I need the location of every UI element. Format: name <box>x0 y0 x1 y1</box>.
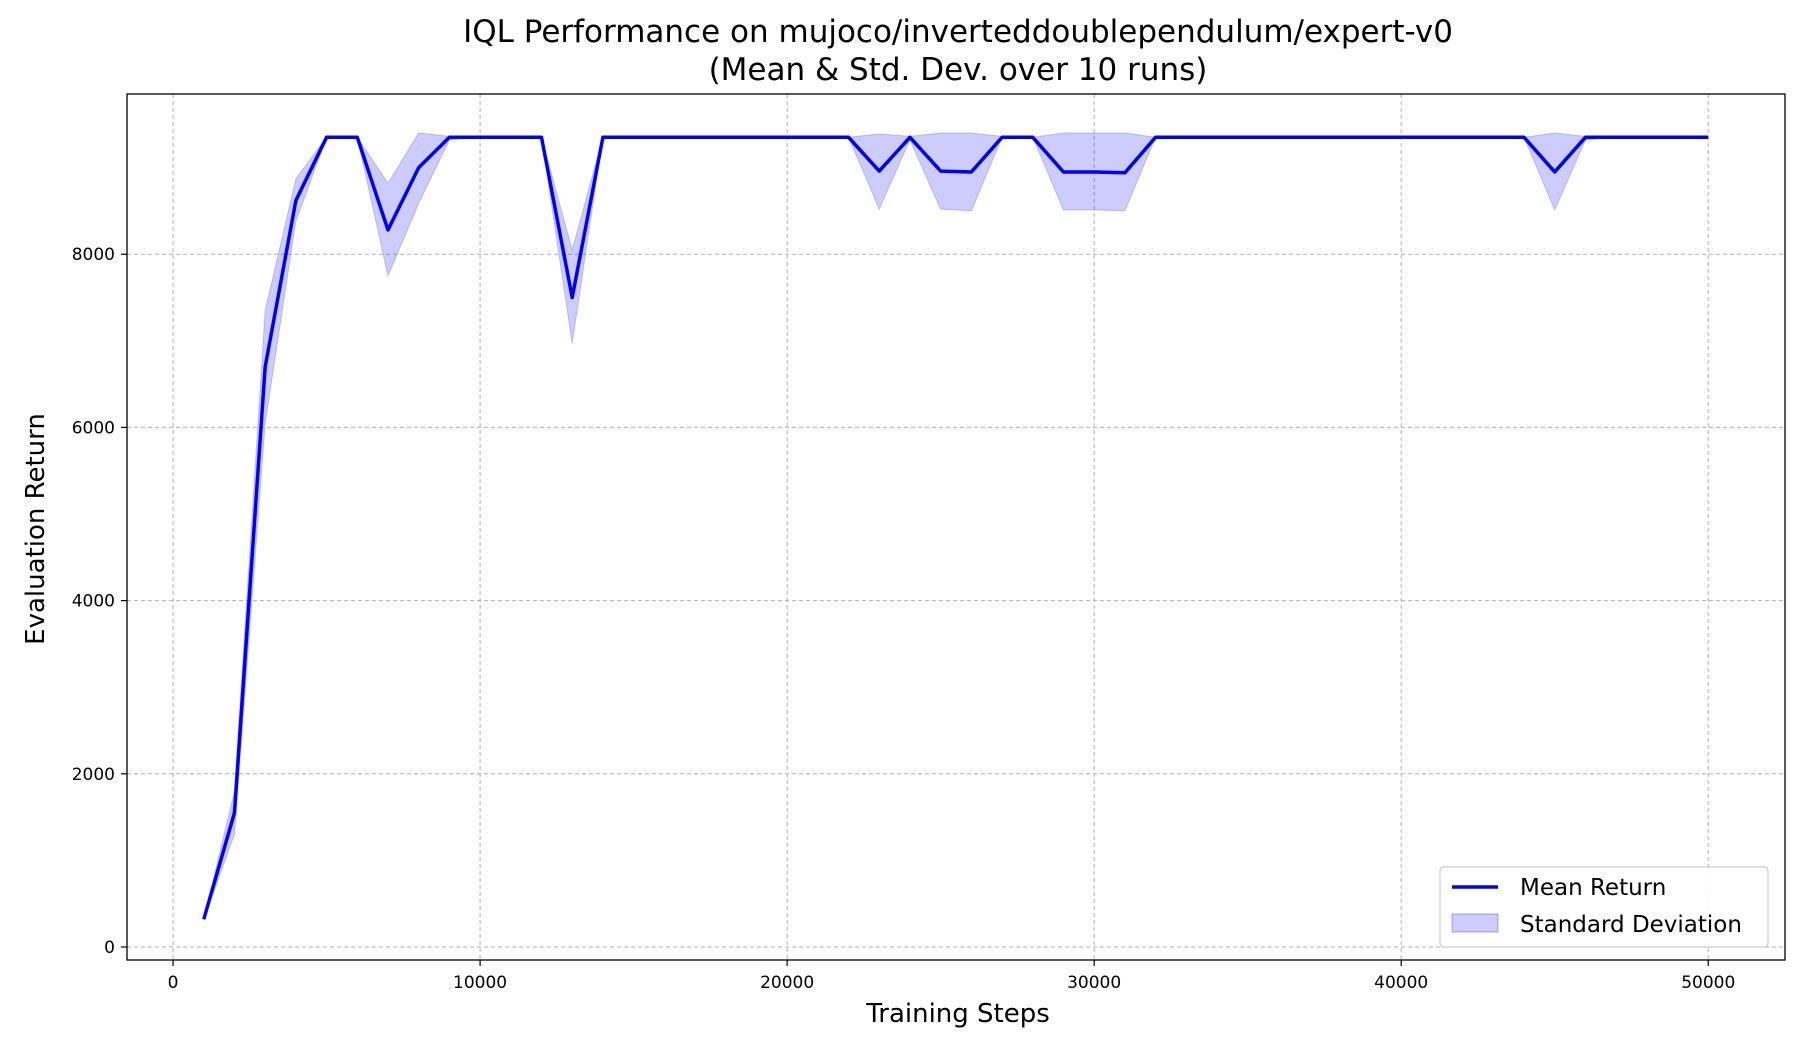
legend: Mean Return Standard Deviation <box>1439 866 1769 948</box>
legend-box <box>1439 866 1769 948</box>
x-tick-label: 10000 <box>453 973 507 993</box>
x-tick-label: 20000 <box>760 973 814 993</box>
mean-return-line-layer <box>202 135 1709 920</box>
y-tick-label: 4000 <box>72 592 115 612</box>
y-axis-label: Evaluation Return <box>21 413 51 645</box>
x-axis-label: Training Steps <box>865 999 1050 1029</box>
y-tick-label: 6000 <box>72 418 115 438</box>
chart-subtitle: (Mean & Std. Dev. over 10 runs) <box>709 52 1208 88</box>
x-tick-label: 0 <box>168 973 179 993</box>
legend-std-dev-label: Standard Deviation <box>1520 912 1742 938</box>
grid <box>127 94 1785 960</box>
y-tick-label: 2000 <box>72 765 115 785</box>
x-tick-label: 40000 <box>1374 973 1428 993</box>
chart-title: IQL Performance on mujoco/inverteddouble… <box>463 14 1453 50</box>
mean-return-line <box>202 135 1709 920</box>
legend-std-dev-swatch <box>1451 913 1499 933</box>
legend-mean-return-label: Mean Return <box>1520 875 1666 901</box>
x-tick-label: 50000 <box>1681 973 1735 993</box>
y-tick-label: 0 <box>104 938 115 958</box>
y-tick-label: 8000 <box>72 245 115 265</box>
x-tick-label: 30000 <box>1067 973 1121 993</box>
plot-frame <box>126 93 1786 961</box>
ticks: 0 10000 20000 30000 40000 50000 0 2000 4000 6000 8… <box>72 245 1736 993</box>
